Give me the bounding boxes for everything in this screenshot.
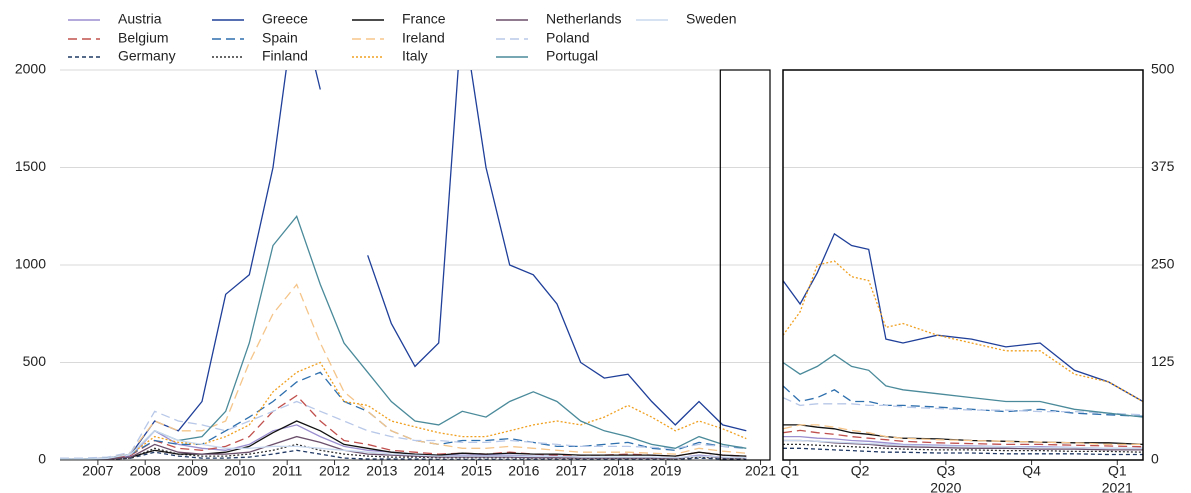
legend-label: Portugal [546, 48, 598, 64]
x-tick-label: 2013 [366, 463, 397, 479]
legend: Austria Belgium Germany Greece Spain Finland F… [68, 11, 737, 64]
legend-label: Belgium [118, 30, 169, 46]
x-tick-label: 2012 [319, 463, 350, 479]
series-line [783, 447, 1143, 456]
series-line [783, 232, 1143, 403]
y-tick-label: 500 [23, 353, 47, 369]
series-line [783, 353, 1143, 418]
x-tick-label: 2018 [603, 463, 634, 479]
y-tick-label: 0 [38, 451, 46, 467]
x-tick-label: Q2 [851, 463, 870, 479]
series-line [60, 420, 747, 460]
y-tick-label: 250 [1151, 256, 1175, 272]
series-line [60, 371, 747, 460]
series-line [783, 429, 1143, 448]
series-line [60, 283, 747, 460]
x-tick-label: 2011 [272, 463, 302, 479]
series-line [60, 214, 747, 460]
series-line [783, 424, 1143, 446]
series-line [60, 70, 747, 460]
legend-label: Italy [402, 48, 428, 64]
legend-label: France [402, 11, 446, 27]
series-line [60, 430, 747, 460]
legend-label: Greece [262, 11, 308, 27]
legend-label: Spain [262, 30, 298, 46]
x-tick-label: 2017 [556, 463, 587, 479]
x-tick-label: 2014 [414, 463, 445, 479]
legend-label: Sweden [686, 11, 737, 27]
legend-label: Germany [118, 48, 176, 64]
series-line [783, 443, 1143, 453]
legend-label: Finland [262, 48, 308, 64]
y-tick-label: 1000 [15, 256, 46, 272]
y-tick-label: 1500 [15, 158, 46, 174]
plot-area [783, 232, 1143, 456]
series-line [60, 435, 747, 460]
plot-area [60, 70, 747, 460]
legend-label: Poland [546, 30, 590, 46]
x-tick-label: Q1 [781, 463, 800, 479]
x-tick-label: Q3 [937, 463, 956, 479]
y-tick-label: 0 [1151, 451, 1159, 467]
series-line [60, 361, 747, 460]
legend-label: Netherlands [546, 11, 622, 27]
x-tick-label: 2009 [177, 463, 208, 479]
x-tick-label: Q1 [1108, 463, 1127, 479]
series-line [60, 394, 747, 460]
x-tick-label: 2021 [745, 463, 776, 479]
x-tick-label: 2015 [461, 463, 492, 479]
legend-label: Austria [118, 11, 162, 27]
series-line [783, 424, 1143, 446]
y-tick-label: 2000 [15, 61, 46, 77]
year-label: 2021 [1102, 480, 1133, 493]
zoom-panel-frame [782, 69, 1144, 461]
series-line [60, 449, 747, 460]
series-line [783, 385, 1143, 417]
x-tick-label: 2007 [82, 463, 113, 479]
series-line [783, 260, 1143, 403]
legend-label: Ireland [402, 30, 445, 46]
series-line [783, 439, 1143, 449]
series-line [60, 400, 747, 459]
x-tick-label: 2008 [130, 463, 161, 479]
x-tick-label: 2010 [224, 463, 255, 479]
x-tick-label: 2016 [508, 463, 539, 479]
y-tick-label: 500 [1151, 61, 1175, 77]
x-tick-label: 2019 [650, 463, 681, 479]
x-tick-label: Q4 [1022, 463, 1041, 479]
y-tick-label: 375 [1151, 158, 1175, 174]
series-line [783, 397, 1143, 416]
y-tick-label: 125 [1151, 353, 1175, 369]
year-label: 2020 [930, 480, 961, 493]
zoom-region [719, 69, 771, 461]
